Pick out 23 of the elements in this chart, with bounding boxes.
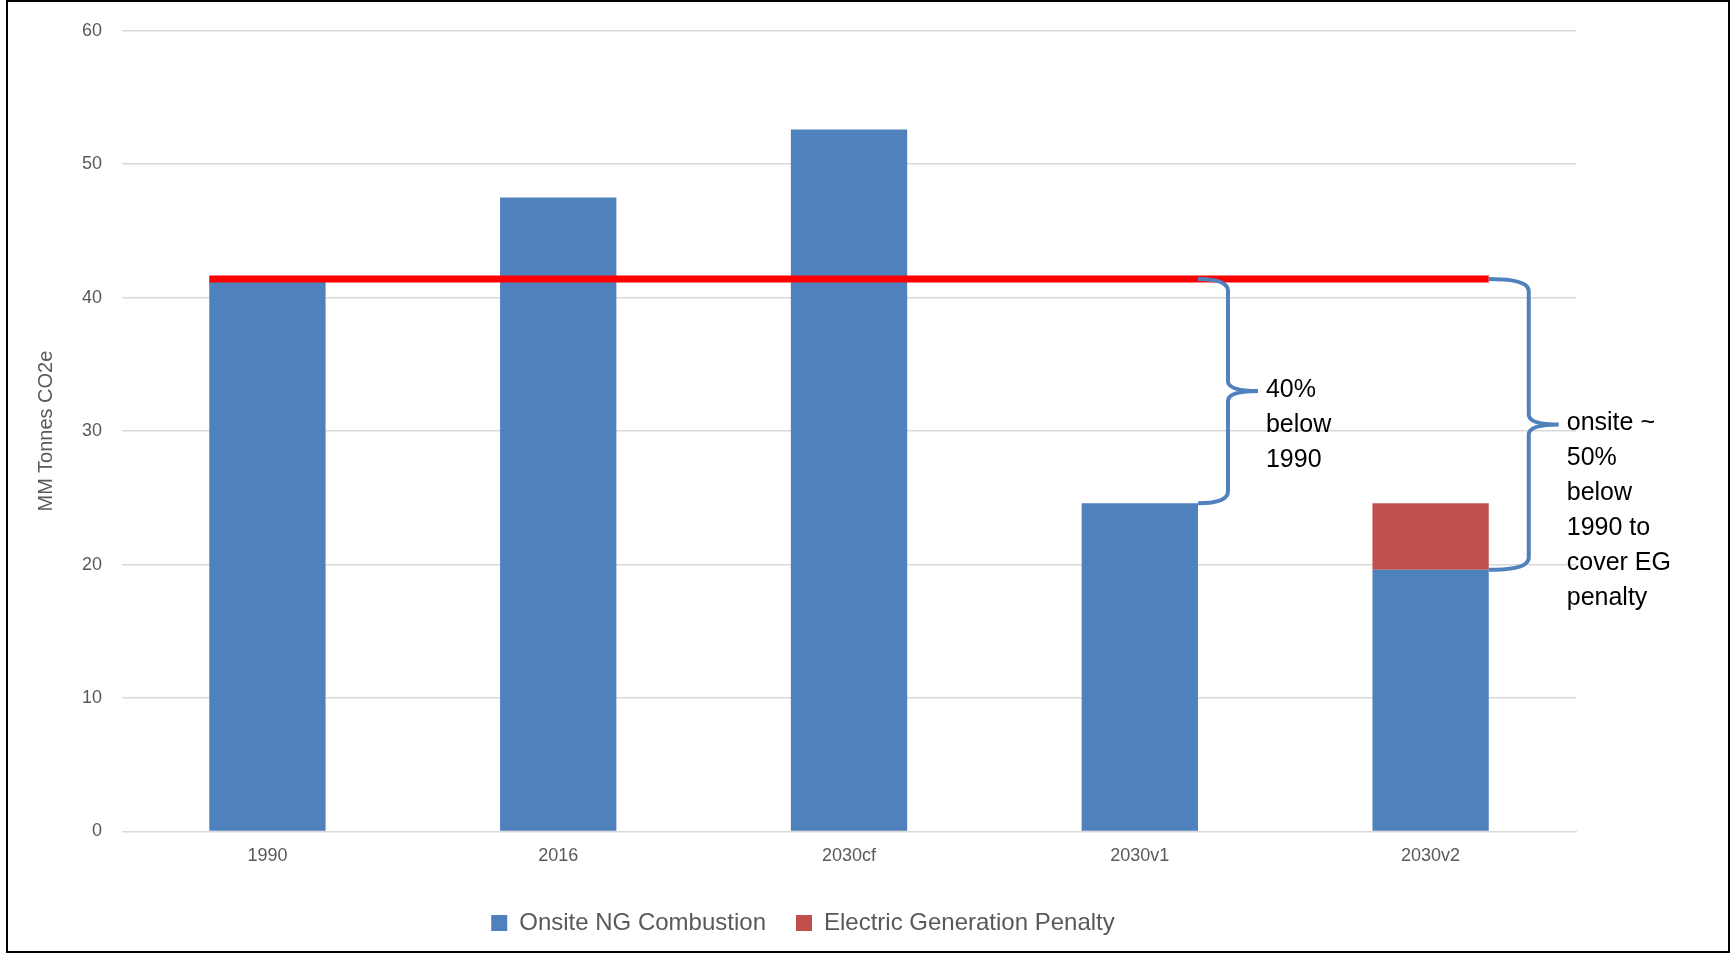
bar xyxy=(209,281,326,831)
x-tick-label: 2030v1 xyxy=(1110,845,1170,866)
y-tick-label: 30 xyxy=(81,420,103,441)
bar xyxy=(1372,569,1489,831)
bar xyxy=(1081,503,1198,831)
bar xyxy=(790,129,908,831)
y-tick-label: 60 xyxy=(81,19,103,40)
annotation: 40% below 1990 xyxy=(1265,373,1333,475)
y-tick-label: 50 xyxy=(81,153,103,174)
y-tick-label: 10 xyxy=(81,686,103,707)
x-tick-label: 2030cf xyxy=(821,845,878,866)
bar xyxy=(500,197,617,831)
legend-label: Onsite NG Combustion xyxy=(519,907,766,935)
annotation: onsite ~ 50% below 1990 to cover EG penalty xyxy=(1566,406,1672,613)
bar xyxy=(1372,503,1489,570)
y-tick-label: 40 xyxy=(81,286,103,307)
x-tick-label: 2030v2 xyxy=(1401,845,1461,866)
x-tick-label: 1990 xyxy=(247,845,288,866)
y-tick-label: 0 xyxy=(92,820,103,841)
y-tick-label: 20 xyxy=(81,553,103,574)
x-tick-label: 2016 xyxy=(538,845,579,866)
y-axis-title: MM Tonnes CO2e xyxy=(33,350,56,512)
legend-label: Electric Generation Penalty xyxy=(823,907,1115,935)
